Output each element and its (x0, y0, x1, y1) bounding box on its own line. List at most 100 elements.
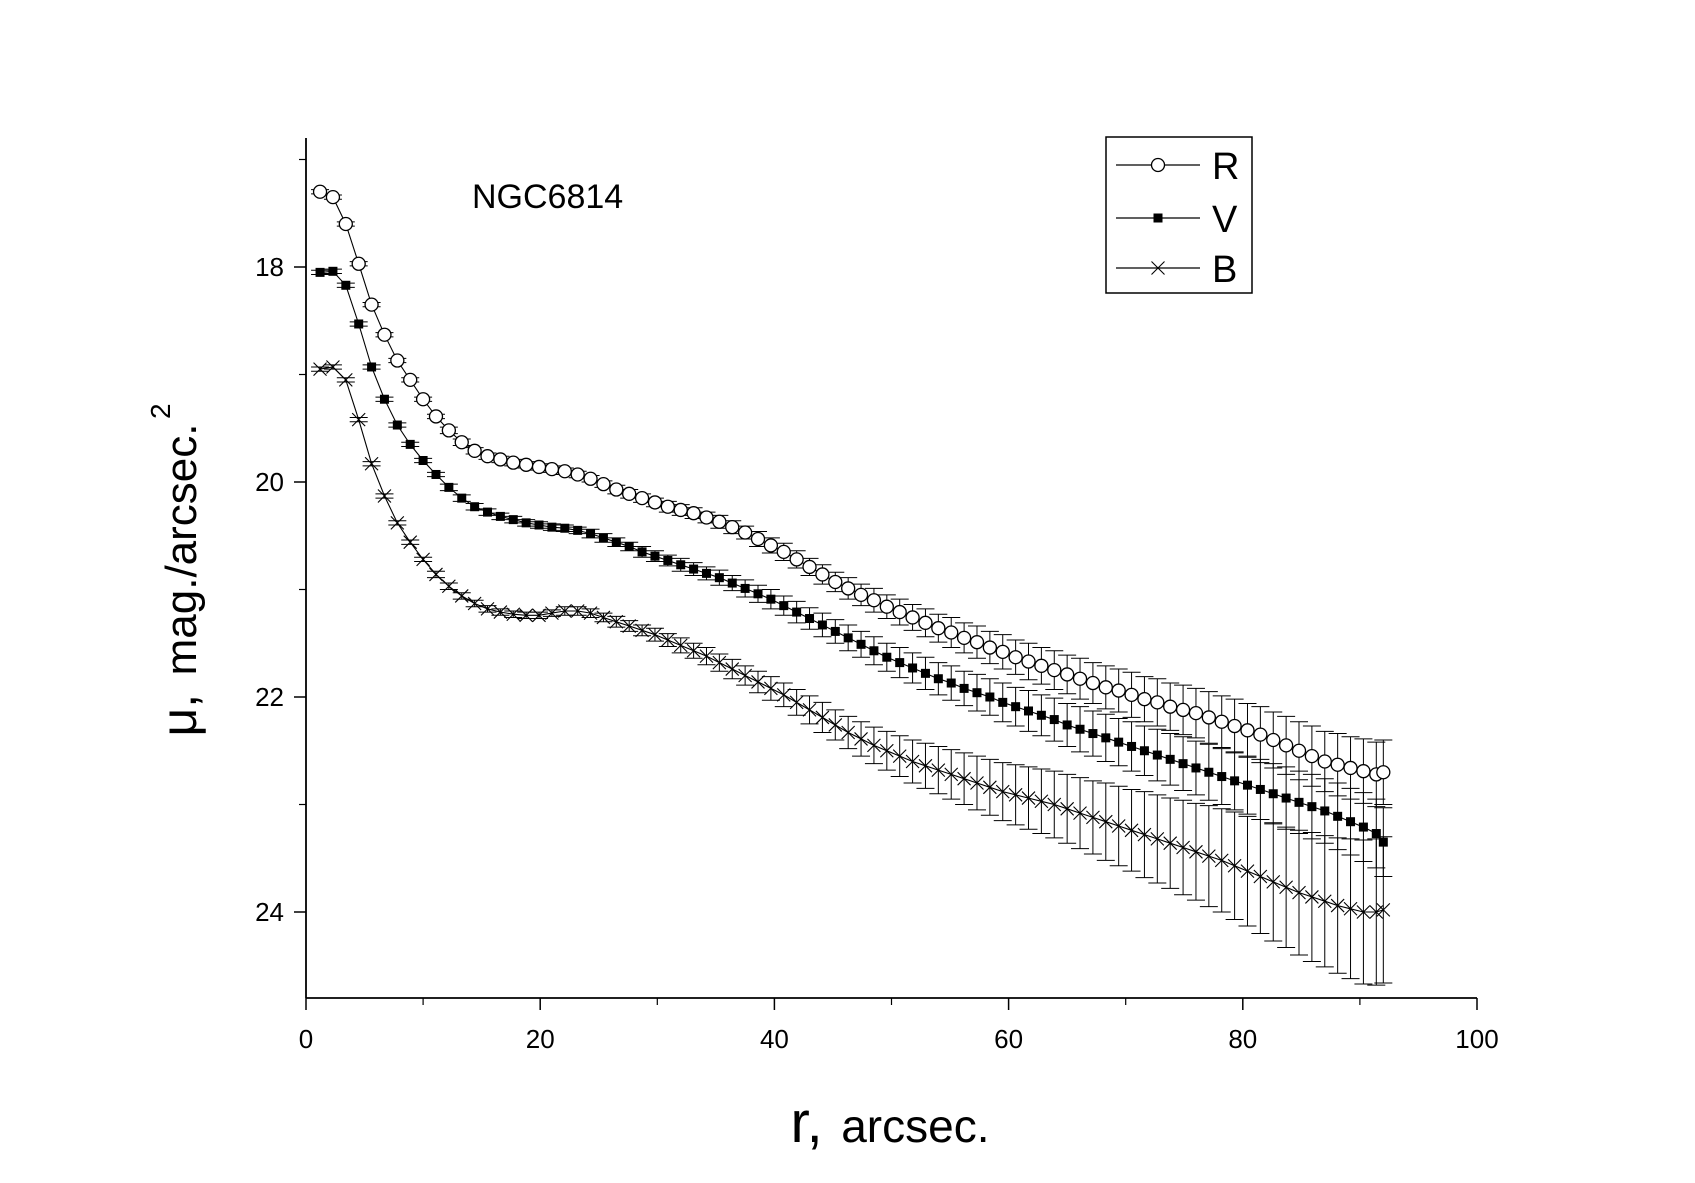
data-point-r (763, 538, 779, 553)
data-point-r (750, 531, 766, 547)
marker-stroke (441, 579, 456, 594)
data-point-r (969, 635, 985, 650)
data-point-r (480, 449, 495, 464)
marker-stroke (583, 606, 598, 621)
marker-shape (405, 439, 415, 449)
data-point-b (570, 604, 585, 618)
marker-shape (403, 372, 418, 388)
marker-shape (931, 621, 946, 636)
data-point-b (1201, 849, 1216, 863)
marker-stroke (1008, 787, 1023, 802)
data-point-v (586, 529, 596, 539)
data-point-r (622, 486, 637, 501)
data-point-r (325, 189, 341, 205)
marker-stroke (660, 633, 675, 647)
data-point-v (1075, 724, 1085, 734)
marker-stroke (686, 643, 701, 658)
data-point-b (1317, 894, 1332, 909)
y-axis-title: μ, mag./arcsec. 2 (145, 403, 207, 736)
marker-shape (1376, 765, 1391, 780)
data-point-v (817, 620, 827, 630)
data-point-v (1346, 817, 1356, 827)
data-point-v (908, 663, 918, 673)
marker-shape (518, 457, 534, 472)
marker-shape (998, 697, 1008, 707)
marker-shape (969, 635, 985, 650)
marker-shape (905, 610, 920, 625)
data-point-r (441, 423, 457, 438)
data-point-b (1376, 902, 1391, 917)
marker-shape (1008, 650, 1023, 665)
marker-shape (1049, 715, 1059, 725)
marker-shape (1242, 780, 1252, 790)
marker-stroke (351, 412, 366, 427)
data-point-v (547, 522, 557, 532)
data-point-b (596, 610, 611, 625)
marker-shape (740, 583, 750, 593)
data-point-b (1330, 898, 1345, 913)
marker-shape (480, 449, 495, 464)
data-point-b (1047, 797, 1062, 812)
data-point-r (647, 495, 663, 510)
data-point-b (802, 703, 817, 717)
data-point-b (313, 362, 327, 377)
marker-shape (637, 547, 647, 557)
data-point-v (457, 493, 467, 503)
marker-shape (766, 594, 776, 604)
marker-stroke (1305, 890, 1319, 904)
galaxy-annotation: NGC6814 (472, 178, 623, 216)
data-point-v (418, 456, 428, 465)
marker-shape (341, 280, 351, 290)
x-tick-label: 40 (760, 1024, 789, 1054)
marker-shape (1371, 829, 1381, 839)
data-point-b (712, 655, 727, 670)
data-point-r (557, 464, 572, 479)
data-point-v (792, 607, 802, 617)
data-point-v (367, 362, 377, 372)
data-point-r (1060, 667, 1075, 682)
marker-stroke (1189, 844, 1203, 859)
marker-shape (879, 599, 894, 614)
data-point-r (1240, 723, 1255, 738)
marker-stroke (1151, 261, 1165, 275)
data-point-r (1047, 662, 1062, 678)
marker-shape (1178, 759, 1188, 769)
marker-shape (351, 256, 366, 271)
data-point-r (1201, 710, 1216, 725)
data-point-v (1294, 797, 1304, 807)
data-point-b (480, 601, 495, 616)
data-point-r (828, 574, 843, 590)
marker-shape (521, 518, 531, 528)
marker-shape (1240, 723, 1255, 738)
marker-shape (354, 319, 364, 329)
marker-shape (763, 538, 779, 553)
marker-shape (1291, 743, 1307, 758)
marker-shape (727, 578, 737, 588)
legend-box (1105, 136, 1253, 294)
data-point-r (1098, 680, 1113, 695)
data-point-v (1062, 720, 1072, 730)
marker-stroke (1098, 814, 1113, 829)
data-point-v (753, 589, 763, 599)
data-point-b (467, 596, 482, 611)
marker-stroke (1124, 823, 1139, 838)
marker-shape (1204, 767, 1214, 777)
data-point-v (1371, 829, 1381, 839)
marker-shape (1114, 737, 1124, 747)
marker-shape (583, 471, 598, 486)
data-point-b (454, 589, 469, 603)
marker-stroke (648, 627, 662, 642)
marker-stroke (776, 687, 791, 702)
marker-shape (573, 525, 583, 535)
legend-label-b: B (1212, 249, 1237, 291)
marker-shape (1333, 811, 1343, 821)
marker-stroke (596, 610, 611, 625)
data-point-r (1021, 654, 1036, 669)
marker-stroke (1376, 902, 1391, 917)
data-point-b (1279, 880, 1294, 895)
data-point-v (1088, 729, 1098, 739)
marker-stroke (957, 771, 971, 786)
marker-shape (1153, 213, 1163, 223)
data-point-v (598, 533, 608, 543)
marker-stroke (1086, 810, 1100, 825)
